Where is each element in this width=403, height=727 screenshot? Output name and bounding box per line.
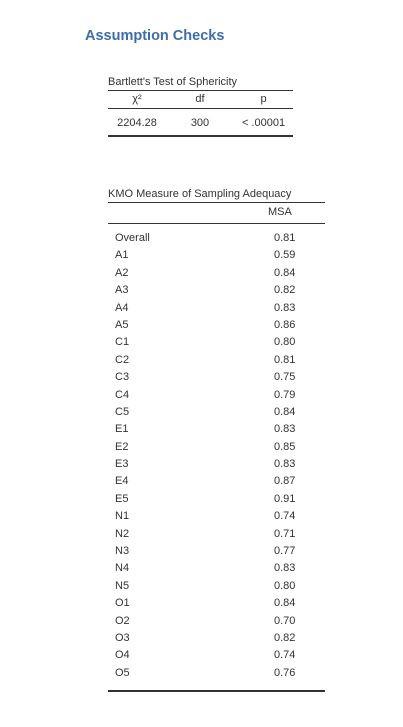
row-label: N5 <box>115 579 130 592</box>
cell-p: < .00001 <box>241 117 286 129</box>
bartlett-table: Bartlett's Test of Sphericity χ² df p 22… <box>108 75 293 137</box>
table-row: O2 0.70 <box>108 613 325 630</box>
table-row: E3 0.83 <box>108 456 325 473</box>
row-label: N1 <box>115 510 130 523</box>
msa-value: 0.83 <box>274 458 296 471</box>
table-row: E2 0.85 <box>108 439 325 456</box>
table-row: C3 0.75 <box>108 369 325 386</box>
row-label: C1 <box>115 336 130 349</box>
table-row: A5 0.86 <box>108 317 325 334</box>
table-row: C2 0.81 <box>108 352 325 369</box>
cell-df: 300 <box>190 117 210 129</box>
msa-value: 0.81 <box>274 353 296 366</box>
msa-value: 0.86 <box>274 318 296 331</box>
table-row: Overall 0.81 <box>108 230 325 247</box>
msa-value: 0.91 <box>274 492 296 505</box>
msa-value: 0.71 <box>274 527 296 540</box>
msa-value: 0.82 <box>274 631 296 644</box>
row-label: A1 <box>115 249 129 262</box>
table-row: N5 0.80 <box>108 578 325 595</box>
table-row: E5 0.91 <box>108 491 325 508</box>
msa-value: 0.74 <box>274 649 296 662</box>
row-label: C5 <box>115 405 130 418</box>
bartlett-header-row: χ² df p <box>108 90 293 109</box>
msa-value: 0.84 <box>274 405 296 418</box>
table-row: 2204.28 300 < .00001 <box>108 109 293 137</box>
page-title: Assumption Checks <box>85 28 225 44</box>
msa-value: 0.74 <box>274 510 296 523</box>
header-df: df <box>195 93 205 105</box>
table-row: C4 0.79 <box>108 387 325 404</box>
row-label: N2 <box>115 527 130 540</box>
kmo-body: Overall 0.81 A1 0.59 A2 0.84 A3 0.82 A4 0.83 A5 0.8… <box>108 224 325 693</box>
msa-value: 0.80 <box>274 579 296 592</box>
msa-value: 0.76 <box>274 666 296 679</box>
table-row: A2 0.84 <box>108 265 325 282</box>
row-label: A4 <box>115 301 129 314</box>
kmo-header-row: MSA <box>108 202 325 224</box>
table-row: A3 0.82 <box>108 282 325 299</box>
row-label: A3 <box>115 284 129 297</box>
table-row: O3 0.82 <box>108 630 325 647</box>
row-label: C2 <box>115 353 130 366</box>
row-label: Overall <box>115 232 150 244</box>
msa-value: 0.83 <box>274 562 296 575</box>
kmo-caption: KMO Measure of Sampling Adequacy <box>108 188 292 200</box>
msa-value: 0.79 <box>274 388 296 401</box>
row-label: O2 <box>115 614 130 627</box>
bartlett-caption: Bartlett's Test of Sphericity <box>108 76 238 88</box>
table-row: E4 0.87 <box>108 473 325 490</box>
msa-value: 0.84 <box>274 266 296 279</box>
header-item <box>108 203 256 223</box>
table-row: N2 0.71 <box>108 526 325 543</box>
msa-value: 0.85 <box>274 440 296 453</box>
row-label: O5 <box>115 666 130 679</box>
row-label: E3 <box>115 458 129 471</box>
msa-value: 0.81 <box>274 232 296 244</box>
row-label: A2 <box>115 266 129 279</box>
row-label: A5 <box>115 318 129 331</box>
table-row: A1 0.59 <box>108 247 325 264</box>
row-label: O1 <box>115 597 130 610</box>
kmo-table: KMO Measure of Sampling Adequacy MSA Ove… <box>108 187 325 693</box>
row-label: N4 <box>115 562 130 575</box>
row-label: O4 <box>115 649 130 662</box>
msa-value: 0.82 <box>274 284 296 297</box>
header-chi-square: χ² <box>132 93 142 105</box>
msa-value: 0.84 <box>274 597 296 610</box>
msa-value: 0.59 <box>274 249 296 262</box>
msa-value: 0.83 <box>274 423 296 436</box>
msa-value: 0.75 <box>274 371 296 384</box>
table-row: N4 0.83 <box>108 560 325 577</box>
msa-value: 0.77 <box>274 545 296 558</box>
row-label: E4 <box>115 475 129 488</box>
msa-value: 0.70 <box>274 614 296 627</box>
header-p: p <box>260 93 267 105</box>
table-row: O5 0.76 <box>108 665 325 682</box>
row-label: N3 <box>115 545 130 558</box>
row-label: E1 <box>115 423 129 436</box>
table-row: O4 0.74 <box>108 647 325 664</box>
cell-chi-square: 2204.28 <box>117 117 157 129</box>
row-label: E2 <box>115 440 129 453</box>
msa-value: 0.83 <box>274 301 296 314</box>
table-row: A4 0.83 <box>108 300 325 317</box>
table-row: C1 0.80 <box>108 334 325 351</box>
table-row: N3 0.77 <box>108 543 325 560</box>
table-row: O1 0.84 <box>108 595 325 612</box>
header-msa: MSA <box>268 206 292 218</box>
msa-value: 0.87 <box>274 475 296 488</box>
row-label: E5 <box>115 492 129 505</box>
row-label: O3 <box>115 631 130 644</box>
table-row: N1 0.74 <box>108 508 325 525</box>
table-row: E1 0.83 <box>108 421 325 438</box>
row-label: C3 <box>115 371 130 384</box>
row-label: C4 <box>115 388 130 401</box>
msa-value: 0.80 <box>274 336 296 349</box>
table-row: C5 0.84 <box>108 404 325 421</box>
